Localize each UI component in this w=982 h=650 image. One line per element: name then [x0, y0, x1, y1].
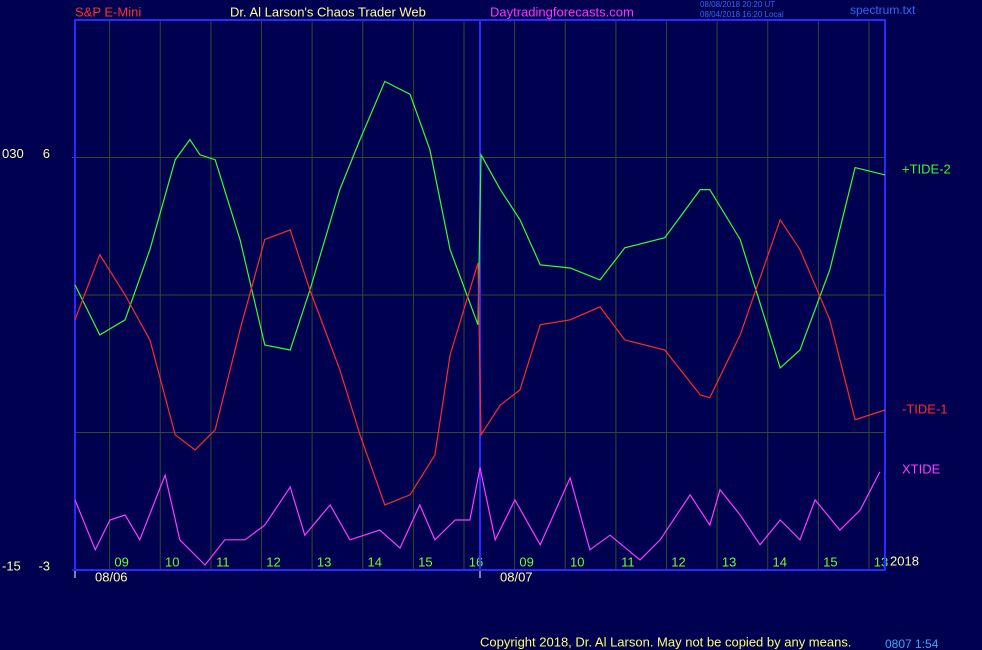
- x-tick-label: 12: [266, 554, 280, 569]
- year: 2018: [890, 553, 919, 568]
- x-tick-label: 10: [165, 554, 179, 569]
- x-tick-label: 13: [317, 554, 331, 569]
- y2-tick-label: 030: [2, 146, 24, 161]
- copyright: Copyright 2018, Dr. Al Larson. May not b…: [480, 634, 851, 649]
- x-tick-label: 15: [823, 554, 837, 569]
- series-line: [74, 467, 881, 566]
- x-tick-label: 11: [621, 554, 635, 569]
- y-tick-label: -3: [38, 558, 50, 573]
- date-label: 08/06: [95, 569, 128, 584]
- x-tick-label: 11: [216, 554, 230, 569]
- x-tick-label: 13: [874, 554, 888, 569]
- corner-time: 0807 1:54: [885, 637, 939, 650]
- legend-label: +TIDE-2: [902, 161, 951, 176]
- x-tick-label: 10: [570, 554, 584, 569]
- file-name: spectrum.txt: [850, 3, 916, 17]
- series-line: [74, 218, 886, 506]
- site-title: Dr. Al Larson's Chaos Trader Web: [230, 4, 426, 19]
- x-tick-label: 09: [114, 554, 128, 569]
- x-tick-label: 14: [773, 554, 787, 569]
- x-tick-label: 14: [368, 554, 382, 569]
- x-tick-label: 15: [418, 554, 432, 569]
- x-tick-label: 09: [519, 554, 533, 569]
- timestamp: 08/08/2018 20:20 UT: [700, 0, 775, 9]
- date-label: 08/07: [500, 569, 533, 584]
- legend-label: XTIDE: [902, 461, 941, 476]
- timestamp: 08/04/2018 16:20 Local: [700, 10, 784, 19]
- legend-label: -TIDE-1: [902, 401, 948, 416]
- plot-frame: [74, 19, 886, 571]
- site-url: Daytradingforecasts.com: [490, 4, 634, 19]
- series-line: [74, 80, 886, 369]
- x-tick-label: 16: [469, 554, 483, 569]
- y-tick-label: 6: [43, 146, 50, 161]
- x-tick-label: 12: [671, 554, 685, 569]
- x-tick-label: 13: [722, 554, 736, 569]
- instrument: S&P E-Mini: [75, 4, 141, 19]
- y2-tick-label: -15: [2, 558, 21, 573]
